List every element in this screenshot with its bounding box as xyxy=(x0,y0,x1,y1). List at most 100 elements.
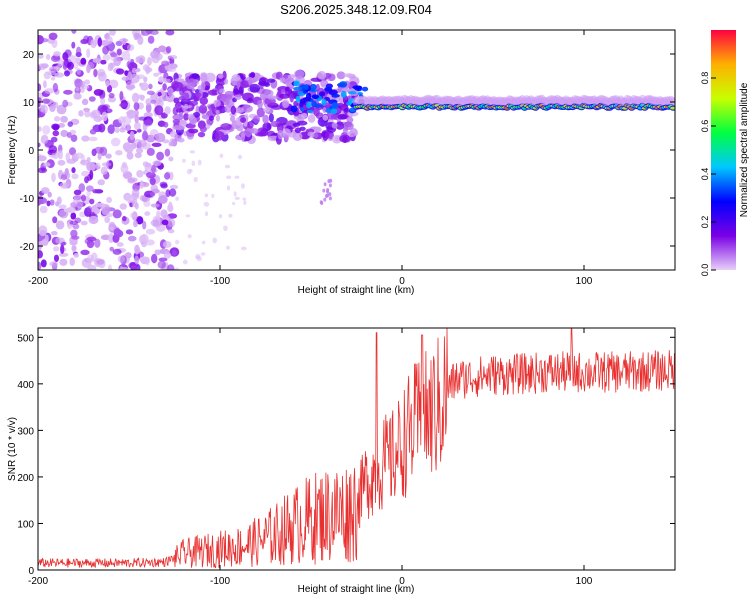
spectral-blob xyxy=(201,240,206,245)
x-tick-label: 100 xyxy=(576,576,593,587)
spectral-blob xyxy=(154,249,162,256)
spectral-blob xyxy=(68,147,77,156)
spectral-blob xyxy=(97,116,103,122)
spectral-blob xyxy=(225,97,230,106)
spectral-blob xyxy=(150,219,160,227)
spectral-blob xyxy=(137,139,148,148)
spectral-blob xyxy=(107,264,113,270)
spectral-blob xyxy=(54,72,65,78)
spectral-blob xyxy=(42,125,51,135)
spectral-blob xyxy=(164,106,171,115)
spectral-blob xyxy=(343,73,354,78)
spectral-blob xyxy=(53,51,61,57)
spectral-blob xyxy=(198,104,208,114)
spectral-blob xyxy=(215,109,220,115)
spectral-blob xyxy=(46,71,57,76)
spectral-blob xyxy=(38,53,44,59)
spectral-blob xyxy=(169,54,178,60)
spectral-blob xyxy=(58,204,67,210)
colorbar-tick-label: 0.8 xyxy=(700,72,710,85)
spectral-blob xyxy=(118,116,127,124)
spectrogram-marks xyxy=(38,30,675,270)
spectral-blob xyxy=(150,50,159,59)
spectral-blob xyxy=(97,179,105,186)
spectral-blob xyxy=(115,68,125,75)
spectral-blob xyxy=(340,90,347,98)
spectral-blob xyxy=(218,214,223,219)
spectral-blob xyxy=(46,200,51,207)
spectral-blob xyxy=(142,220,147,230)
spectral-blob xyxy=(133,32,139,41)
snr-x-axis-label: Height of straight line (km) xyxy=(298,584,415,595)
spectral-blob xyxy=(93,68,98,78)
colorbar-tick-label: 0.6 xyxy=(700,120,710,133)
spectral-blob xyxy=(150,203,160,208)
spectral-blob xyxy=(105,35,113,45)
spectral-blob xyxy=(53,254,60,263)
spectral-blob xyxy=(131,67,138,74)
spectral-blob xyxy=(225,245,230,250)
spectral-blob xyxy=(109,246,114,252)
spectral-blob xyxy=(48,145,58,154)
spectral-blob xyxy=(183,112,190,121)
spectral-blob xyxy=(90,39,97,49)
spectral-blob xyxy=(97,152,102,160)
spectral-blob xyxy=(49,261,59,267)
spectral-blob xyxy=(114,126,120,134)
spectral-blob xyxy=(38,126,42,132)
spectral-blob xyxy=(38,225,48,236)
spectral-blob xyxy=(88,215,99,225)
spectral-blob xyxy=(143,119,153,127)
spectral-blob xyxy=(76,68,82,75)
spectral-blob xyxy=(325,108,333,114)
spectral-blob xyxy=(122,172,132,178)
figure-title: S206.2025.348.12.09.R04 xyxy=(280,2,432,17)
spectral-blob xyxy=(325,131,330,139)
spectral-blob xyxy=(305,128,315,133)
spectral-blob xyxy=(311,94,320,100)
spectral-blob xyxy=(328,89,338,96)
spectral-blob xyxy=(136,169,144,178)
spectral-blob xyxy=(181,92,190,101)
spectral-blob xyxy=(58,252,69,257)
spectral-blob xyxy=(70,134,78,142)
spectral-blob xyxy=(62,52,69,61)
spectral-blob xyxy=(56,196,62,205)
spectral-blob xyxy=(64,168,69,176)
spectral-blob xyxy=(311,100,317,108)
spectral-blob xyxy=(302,97,312,102)
spectral-blob xyxy=(121,50,131,61)
spectral-blob xyxy=(93,88,104,96)
spectral-blob xyxy=(70,212,77,220)
y-tick-label: -10 xyxy=(20,194,35,205)
spectral-blob xyxy=(158,97,167,102)
spectral-blob xyxy=(70,202,77,208)
spectral-blob xyxy=(39,205,48,214)
spectral-blob xyxy=(263,89,274,98)
spectral-blob xyxy=(102,45,110,55)
spectral-blob xyxy=(197,159,202,166)
spectral-blob xyxy=(281,128,292,138)
spectral-blob xyxy=(48,32,58,41)
spectral-blob xyxy=(307,131,314,137)
spectral-blob xyxy=(165,189,171,198)
spectral-blob xyxy=(164,148,171,157)
spectral-blob xyxy=(66,131,72,139)
spectral-blob xyxy=(143,112,153,118)
colorbar: 0.0 0.2 0.4 0.6 0.8 Normalized spectral ampl… xyxy=(700,30,750,276)
spectral-blob xyxy=(38,142,41,148)
spectral-blob xyxy=(110,137,121,147)
spectral-blob xyxy=(73,92,81,100)
spectral-blob xyxy=(57,159,66,166)
spectral-blob xyxy=(127,177,136,184)
spectral-blob xyxy=(191,73,200,79)
spectral-blob xyxy=(55,220,65,230)
spectral-blob xyxy=(166,264,175,270)
snr-line xyxy=(38,328,675,569)
spectral-blob xyxy=(152,160,162,167)
spectral-blob xyxy=(69,240,78,246)
spectral-blob xyxy=(329,178,333,183)
spectral-blob xyxy=(98,123,106,133)
spectral-blob xyxy=(44,234,49,243)
spectral-blob xyxy=(141,195,148,203)
